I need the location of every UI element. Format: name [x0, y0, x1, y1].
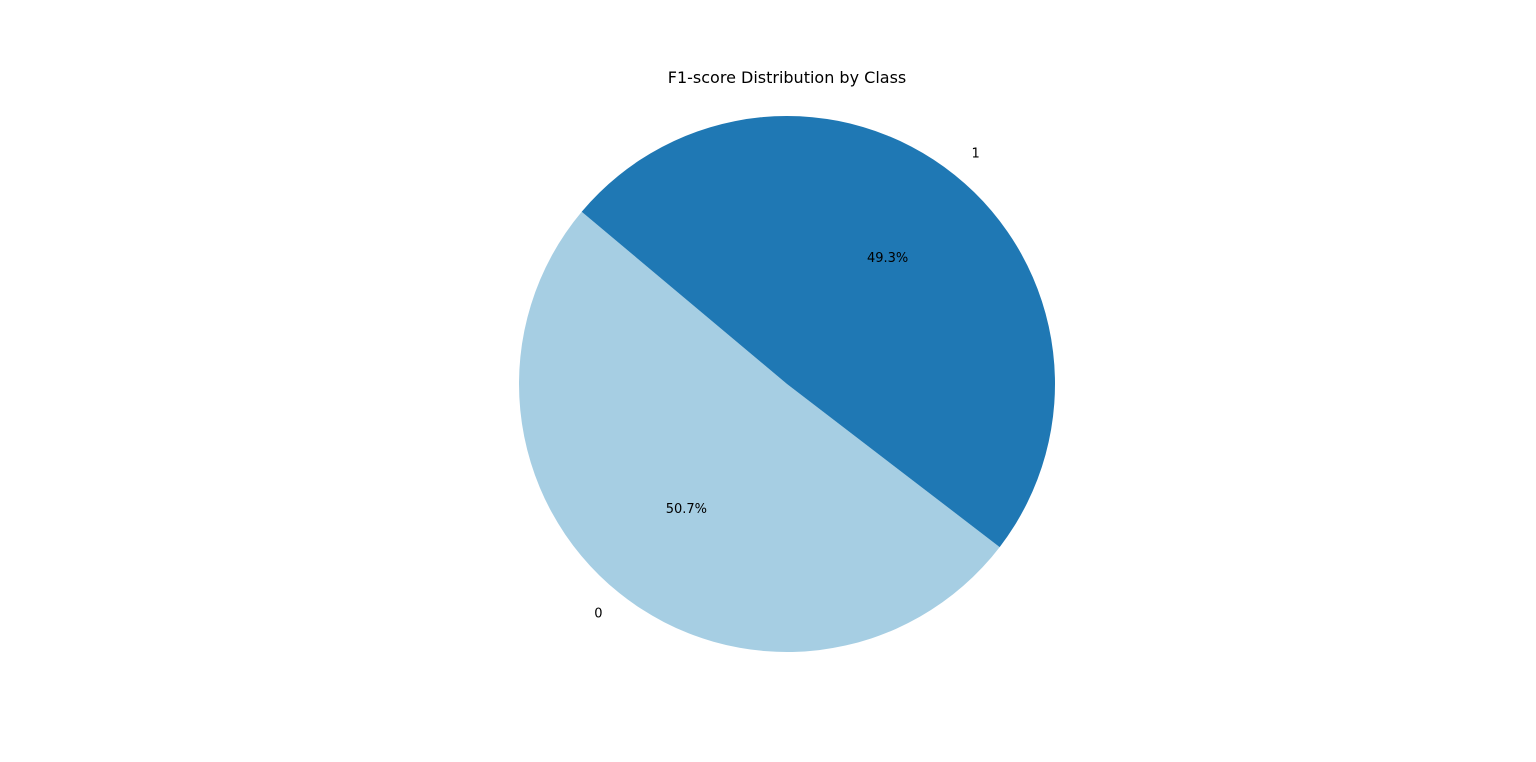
slice-label-1: 1 — [971, 147, 979, 162]
slice-percent-0: 50.7% — [666, 502, 707, 517]
pie-slice-1 — [581, 115, 1056, 548]
pie-slices — [519, 115, 1056, 652]
chart-title: F1-score Distribution by Class — [668, 68, 906, 87]
slice-label-0: 0 — [594, 606, 602, 621]
slice-percent-1: 49.3% — [867, 251, 908, 266]
pie-slice-0 — [519, 211, 1000, 652]
pie-labels: 0 50.7% 1 49.3% — [594, 147, 980, 622]
